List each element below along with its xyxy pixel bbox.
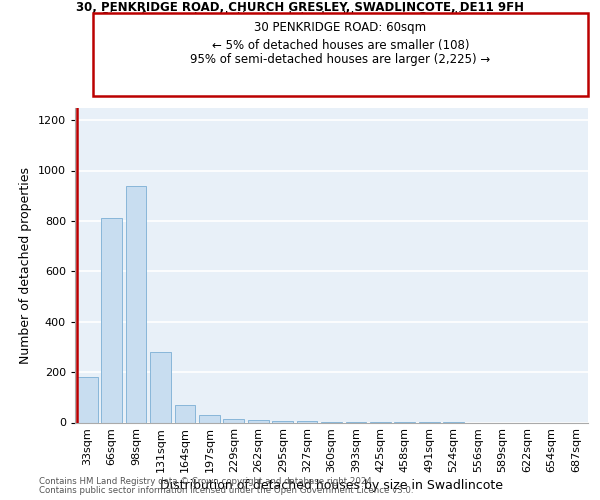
Bar [248, 420, 269, 422]
Text: ← 5% of detached houses are smaller (108): ← 5% of detached houses are smaller (108… [212, 38, 469, 52]
Bar [223, 418, 244, 422]
Text: Contains public sector information licensed under the Open Government Licence v3: Contains public sector information licen… [39, 486, 413, 495]
Bar [77, 377, 98, 422]
X-axis label: Distribution of detached houses by size in Swadlincote: Distribution of detached houses by size … [160, 480, 503, 492]
Bar [199, 415, 220, 422]
Y-axis label: Number of detached properties: Number of detached properties [19, 166, 32, 364]
Bar [272, 421, 293, 422]
Text: 30 PENKRIDGE ROAD: 60sqm: 30 PENKRIDGE ROAD: 60sqm [254, 22, 427, 35]
Text: 30, PENKRIDGE ROAD, CHURCH GRESLEY, SWADLINCOTE, DE11 9FH: 30, PENKRIDGE ROAD, CHURCH GRESLEY, SWAD… [76, 1, 524, 14]
Bar [125, 186, 146, 422]
Bar [101, 218, 122, 422]
Text: 95% of semi-detached houses are larger (2,225) →: 95% of semi-detached houses are larger (… [190, 54, 491, 66]
Bar [175, 405, 196, 422]
Text: Size of property relative to detached houses in Swadlincote: Size of property relative to detached ho… [101, 11, 499, 24]
Bar [150, 352, 171, 422]
Text: Contains HM Land Registry data © Crown copyright and database right 2024.: Contains HM Land Registry data © Crown c… [39, 477, 374, 486]
